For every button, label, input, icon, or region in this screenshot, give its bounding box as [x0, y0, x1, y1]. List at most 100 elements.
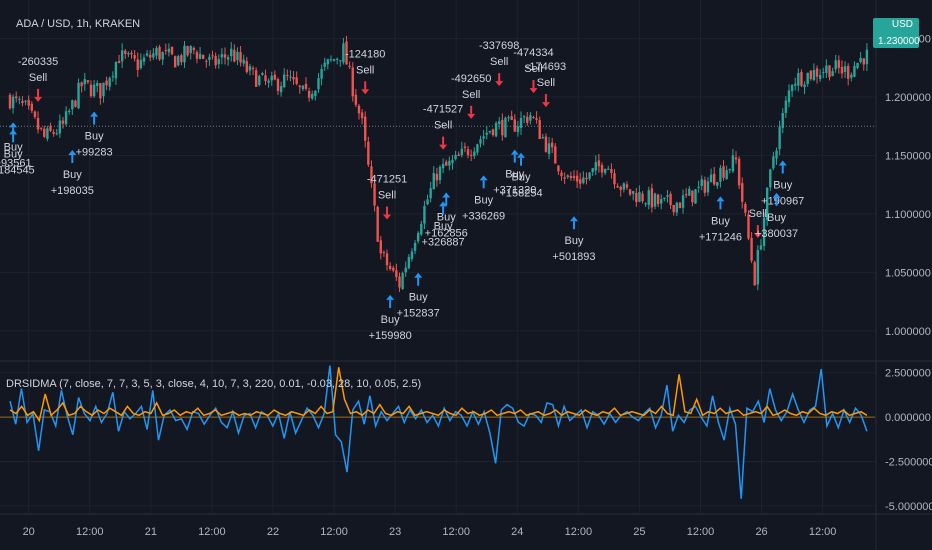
- candle[interactable]: [423, 200, 426, 230]
- sell-signal[interactable]: -474334 Sell: [513, 47, 554, 94]
- candle[interactable]: [96, 80, 99, 93]
- candle[interactable]: [211, 50, 214, 60]
- candle[interactable]: [837, 55, 841, 74]
- candle[interactable]: [510, 110, 513, 121]
- candle[interactable]: [544, 133, 548, 153]
- candle[interactable]: [815, 65, 819, 84]
- candle[interactable]: [628, 189, 632, 197]
- sell-signal[interactable]: -260335 Sell: [18, 56, 58, 102]
- buy-signal[interactable]: Buy+371320: [493, 149, 536, 197]
- candle[interactable]: [233, 44, 236, 63]
- candle[interactable]: [332, 58, 336, 62]
- candle[interactable]: [326, 58, 330, 70]
- candle[interactable]: [254, 67, 258, 88]
- candle[interactable]: [448, 156, 451, 171]
- candle[interactable]: [529, 112, 532, 125]
- candle[interactable]: [43, 125, 46, 139]
- candle[interactable]: [803, 81, 806, 95]
- candle[interactable]: [133, 50, 136, 62]
- candle[interactable]: [345, 35, 348, 65]
- candle[interactable]: [684, 188, 688, 198]
- candle[interactable]: [532, 115, 535, 119]
- candle[interactable]: [251, 65, 255, 75]
- candle[interactable]: [192, 46, 196, 55]
- candle[interactable]: [292, 70, 295, 85]
- candle[interactable]: [139, 53, 143, 70]
- candle[interactable]: [24, 99, 27, 106]
- candle[interactable]: [407, 254, 411, 270]
- candle[interactable]: [158, 44, 161, 61]
- candle[interactable]: [420, 220, 423, 236]
- candle[interactable]: [99, 83, 102, 105]
- candle[interactable]: [722, 160, 725, 181]
- candle[interactable]: [846, 63, 850, 86]
- candle[interactable]: [317, 73, 320, 93]
- candle[interactable]: [550, 137, 554, 154]
- candle[interactable]: [264, 69, 267, 86]
- candle[interactable]: [641, 191, 644, 204]
- candle[interactable]: [108, 76, 111, 91]
- buy-signal[interactable]: Buy +99283: [76, 111, 113, 159]
- candle[interactable]: [49, 122, 52, 133]
- candle[interactable]: [155, 45, 158, 60]
- candle[interactable]: [413, 240, 417, 255]
- candle[interactable]: [114, 61, 118, 85]
- buy-signal[interactable]: Buy +380037: [755, 192, 798, 240]
- candle[interactable]: [398, 272, 401, 292]
- candle[interactable]: [585, 172, 588, 185]
- buy-signal[interactable]: Buy +184545: [0, 129, 35, 176]
- candle[interactable]: [441, 158, 445, 174]
- candle[interactable]: [547, 136, 551, 160]
- candle[interactable]: [538, 116, 541, 140]
- candle[interactable]: [117, 54, 121, 64]
- candle[interactable]: [164, 43, 167, 55]
- candle[interactable]: [457, 151, 460, 157]
- candle[interactable]: [214, 52, 217, 69]
- candle[interactable]: [660, 194, 663, 210]
- candle[interactable]: [64, 106, 68, 126]
- price-badge[interactable]: USD 1.230000: [873, 18, 920, 48]
- candle[interactable]: [320, 64, 323, 86]
- candle[interactable]: [189, 44, 192, 60]
- candle[interactable]: [373, 177, 376, 212]
- candle[interactable]: [765, 186, 769, 226]
- buy-signal[interactable]: Buy +326887: [422, 201, 465, 248]
- candle[interactable]: [68, 108, 71, 115]
- candle[interactable]: [445, 159, 448, 166]
- candle[interactable]: [728, 168, 731, 174]
- candle[interactable]: [120, 43, 124, 69]
- candle[interactable]: [15, 91, 18, 103]
- candle[interactable]: [429, 181, 432, 203]
- candle[interactable]: [92, 79, 96, 98]
- candle[interactable]: [669, 191, 672, 209]
- candle[interactable]: [666, 189, 669, 203]
- candle[interactable]: [473, 147, 476, 160]
- candle[interactable]: [342, 37, 345, 65]
- candle[interactable]: [432, 166, 435, 190]
- candle[interactable]: [351, 62, 354, 102]
- candle[interactable]: [382, 250, 386, 257]
- candle[interactable]: [298, 84, 301, 94]
- candle[interactable]: [208, 53, 211, 66]
- candle[interactable]: [314, 90, 317, 101]
- candle[interactable]: [301, 85, 305, 91]
- candle[interactable]: [392, 265, 395, 273]
- candle[interactable]: [725, 165, 728, 180]
- candle[interactable]: [410, 248, 414, 262]
- candle[interactable]: [242, 54, 245, 67]
- candle[interactable]: [52, 129, 55, 137]
- candle[interactable]: [127, 51, 130, 58]
- candle[interactable]: [289, 70, 292, 82]
- candle[interactable]: [491, 128, 495, 137]
- candle[interactable]: [750, 232, 753, 264]
- candle[interactable]: [572, 170, 576, 181]
- candle[interactable]: [834, 54, 837, 73]
- candle[interactable]: [27, 95, 30, 110]
- candle[interactable]: [825, 59, 828, 79]
- candle[interactable]: [504, 116, 507, 138]
- candle[interactable]: [600, 162, 604, 178]
- candle[interactable]: [58, 114, 62, 138]
- candle[interactable]: [105, 76, 108, 91]
- candle[interactable]: [86, 80, 90, 85]
